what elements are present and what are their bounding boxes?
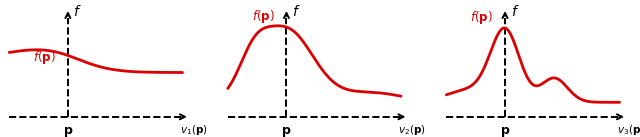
Text: $v_2(\mathbf{p})$: $v_2(\mathbf{p})$ xyxy=(399,123,426,137)
Text: $f(\mathbf{p})$: $f(\mathbf{p})$ xyxy=(33,48,56,66)
Text: $v_3(\mathbf{p})$: $v_3(\mathbf{p})$ xyxy=(617,123,640,137)
Text: $f$: $f$ xyxy=(292,4,301,19)
Text: $\mathbf{p}$: $\mathbf{p}$ xyxy=(281,125,292,137)
Text: $f(\mathbf{p})$: $f(\mathbf{p})$ xyxy=(470,9,493,26)
Text: $\mathbf{p}$: $\mathbf{p}$ xyxy=(63,125,73,137)
Text: $v_1(\mathbf{p})$: $v_1(\mathbf{p})$ xyxy=(180,123,207,137)
Text: $\mathbf{p}$: $\mathbf{p}$ xyxy=(500,125,510,137)
Text: $f(\mathbf{p})$: $f(\mathbf{p})$ xyxy=(252,8,275,25)
Text: $f$: $f$ xyxy=(511,4,519,19)
Text: $f$: $f$ xyxy=(74,4,82,19)
